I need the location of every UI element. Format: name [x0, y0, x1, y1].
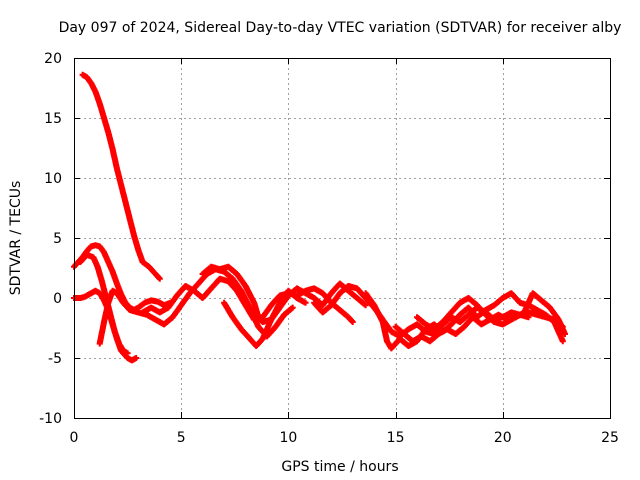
- x-tick-label: 0: [70, 430, 79, 446]
- chart-title: Day 097 of 2024, Sidereal Day-to-day VTE…: [59, 20, 622, 36]
- data-point: [289, 304, 296, 311]
- plot-frame: [74, 58, 611, 419]
- series-steep-descending-arc: [79, 71, 163, 282]
- data-point: [156, 275, 163, 282]
- data-point: [525, 314, 532, 321]
- y-axis-label: SDTVAR / TECUs: [8, 181, 24, 296]
- data-point: [124, 350, 131, 357]
- series-afternoon-arc-d: [414, 295, 532, 333]
- data-point: [349, 319, 356, 325]
- series-afternoon-arc-c: [392, 290, 568, 345]
- y-tick-label: 20: [44, 51, 62, 67]
- x-tick-label: 20: [494, 430, 512, 446]
- y-tick-label: 10: [44, 171, 62, 187]
- x-tick-label: 15: [387, 430, 405, 446]
- x-tick-label: 10: [279, 430, 297, 446]
- x-axis-label: GPS time / hours: [281, 459, 398, 475]
- x-tick-label: 5: [177, 430, 186, 446]
- y-tick-label: 0: [53, 291, 62, 307]
- series-afternoon-arc-b: [362, 290, 566, 352]
- data-point: [559, 338, 566, 345]
- y-tick-label: 5: [53, 231, 62, 247]
- y-tick-label: -5: [48, 351, 62, 367]
- data-points: [71, 71, 568, 364]
- grid: [74, 58, 610, 418]
- data-point: [133, 355, 140, 361]
- y-tick-label: -10: [39, 411, 62, 427]
- series-midday-arc-c: [221, 287, 309, 349]
- x-tick-label: 25: [601, 430, 619, 446]
- y-tick-label: 15: [44, 111, 62, 127]
- data-point: [562, 331, 568, 337]
- data-point: [302, 299, 309, 306]
- data-point: [362, 302, 369, 309]
